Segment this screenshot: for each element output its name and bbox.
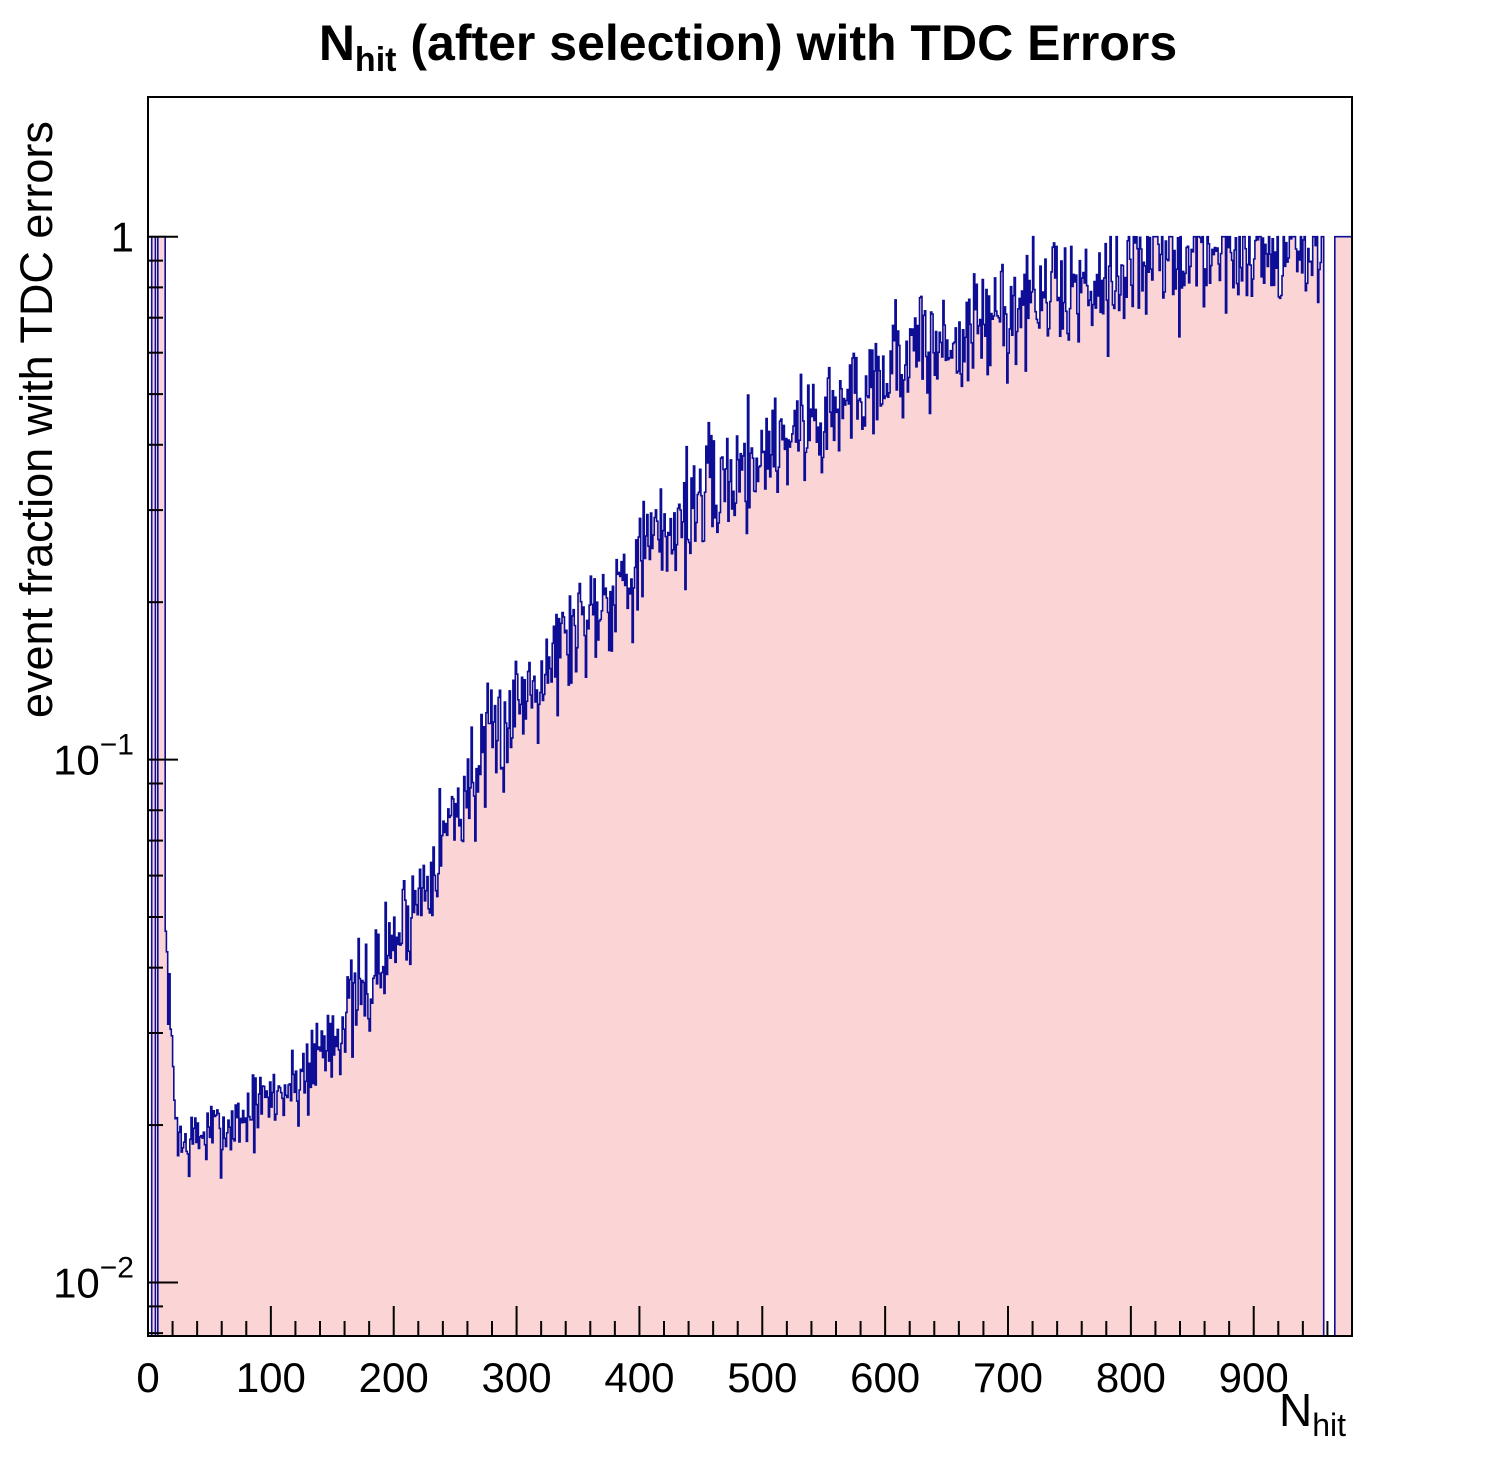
y-tick-label: 10−2 — [53, 1251, 134, 1306]
x-tick-label: 600 — [850, 1354, 920, 1401]
histogram-outline — [148, 235, 1353, 1337]
y-tick-label: 1 — [111, 214, 134, 261]
chart-title-post: (after selection) with TDC Errors — [396, 15, 1178, 71]
chart-title: Nhit (after selection) with TDC Errors — [0, 14, 1496, 80]
x-tick-label: 0 — [136, 1354, 159, 1401]
axis-frame — [147, 96, 1353, 1337]
y-axis-title: event fraction with TDC errors — [11, 121, 62, 719]
chart-title-pre: N — [318, 15, 355, 71]
x-tick-label: 800 — [1096, 1354, 1166, 1401]
x-tick-label: 100 — [236, 1354, 306, 1401]
x-tick-label: 200 — [359, 1354, 429, 1401]
chart-title-sub: hit — [354, 41, 397, 79]
x-axis-title-sub: hit — [1312, 1407, 1346, 1444]
x-axis-title: Nhit — [1279, 1383, 1346, 1444]
x-tick-label: 700 — [973, 1354, 1043, 1401]
x-tick-label: 400 — [604, 1354, 674, 1401]
x-tick-label: 900 — [1219, 1354, 1289, 1401]
x-axis-title-pre: N — [1278, 1384, 1313, 1436]
y-tick-label: 10−1 — [53, 729, 134, 784]
histogram-fill — [148, 236, 1352, 1337]
x-tick-label: 500 — [727, 1354, 797, 1401]
x-tick-label: 300 — [482, 1354, 552, 1401]
